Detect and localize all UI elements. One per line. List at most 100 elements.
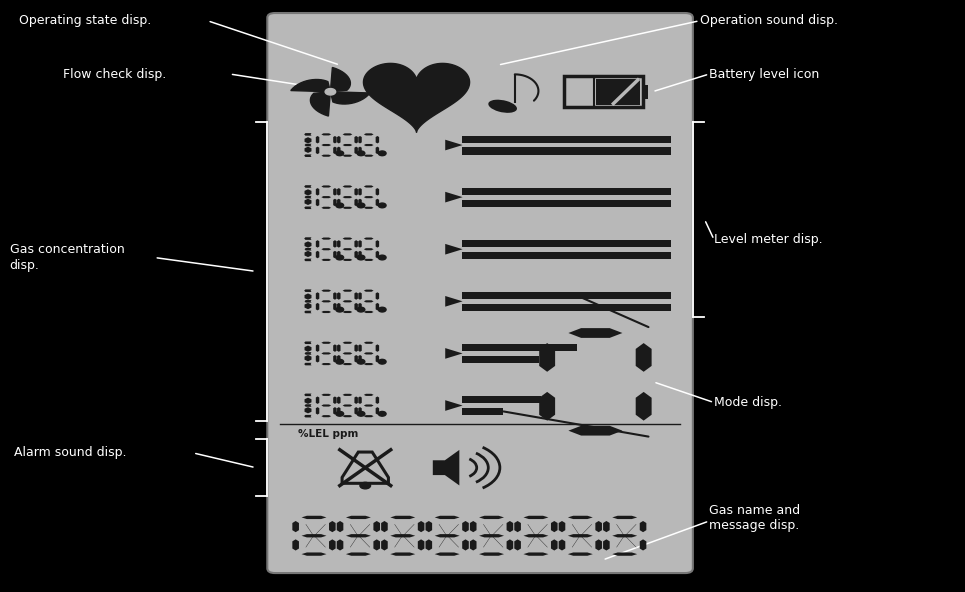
Polygon shape [358,345,362,352]
Polygon shape [337,521,344,532]
Polygon shape [337,188,341,195]
Polygon shape [434,516,459,519]
Polygon shape [343,415,352,417]
Bar [461,356,539,363]
Polygon shape [375,240,379,247]
Polygon shape [316,136,319,143]
Polygon shape [333,345,337,352]
Polygon shape [337,355,341,362]
Polygon shape [343,311,352,313]
Polygon shape [568,328,622,338]
Polygon shape [321,133,331,136]
Polygon shape [514,521,521,532]
Polygon shape [305,189,312,195]
Polygon shape [567,552,593,556]
Polygon shape [316,303,319,310]
Bar [461,252,671,259]
Polygon shape [514,539,521,551]
Polygon shape [445,296,462,307]
Polygon shape [316,199,319,206]
Polygon shape [539,343,555,372]
Polygon shape [333,397,337,404]
Circle shape [357,151,365,156]
Polygon shape [343,300,352,303]
Polygon shape [305,199,312,205]
Polygon shape [305,196,312,198]
Polygon shape [523,516,548,519]
Polygon shape [354,303,358,310]
Polygon shape [354,251,358,258]
Polygon shape [364,144,373,146]
Circle shape [378,203,386,208]
Polygon shape [354,199,358,206]
Polygon shape [595,539,602,551]
Circle shape [357,307,365,312]
Text: Operating state disp.: Operating state disp. [19,14,152,27]
Polygon shape [375,188,379,195]
Polygon shape [636,392,651,421]
Polygon shape [354,407,358,414]
Polygon shape [305,251,312,257]
Polygon shape [375,303,379,310]
Polygon shape [305,300,312,303]
Polygon shape [445,192,462,202]
Polygon shape [337,539,344,551]
Polygon shape [462,539,469,551]
Polygon shape [375,147,379,154]
Circle shape [378,359,386,364]
Polygon shape [305,303,312,309]
Circle shape [336,359,344,364]
Polygon shape [462,521,469,532]
Circle shape [336,411,344,416]
Polygon shape [470,539,477,551]
Polygon shape [304,237,312,240]
Polygon shape [316,292,319,300]
Bar [461,304,671,311]
Polygon shape [358,292,362,300]
Polygon shape [354,240,358,247]
Polygon shape [333,147,337,154]
Polygon shape [559,539,565,551]
Polygon shape [292,539,299,551]
Polygon shape [434,552,459,556]
Ellipse shape [488,99,517,113]
Polygon shape [375,407,379,414]
Polygon shape [358,240,362,247]
Polygon shape [301,552,326,556]
Polygon shape [426,539,432,551]
Polygon shape [364,237,373,240]
Polygon shape [432,450,459,485]
Polygon shape [375,136,379,143]
Polygon shape [333,188,337,195]
Polygon shape [640,521,647,532]
Polygon shape [305,242,312,247]
Polygon shape [305,407,312,413]
Polygon shape [390,552,415,556]
Polygon shape [333,303,337,310]
Polygon shape [373,521,380,532]
Polygon shape [364,311,373,313]
Text: %LEL ppm: %LEL ppm [297,429,358,439]
Polygon shape [343,363,352,365]
Polygon shape [343,185,352,188]
Polygon shape [364,394,373,396]
Polygon shape [305,346,312,352]
Polygon shape [329,539,336,551]
Polygon shape [316,345,319,352]
Polygon shape [301,534,326,538]
Polygon shape [301,516,326,519]
Circle shape [336,151,344,156]
Polygon shape [321,237,331,240]
Polygon shape [445,140,462,150]
Polygon shape [636,343,651,372]
Polygon shape [329,521,336,532]
Polygon shape [612,552,637,556]
Polygon shape [364,207,373,209]
Polygon shape [364,196,373,198]
Polygon shape [321,155,331,157]
Polygon shape [321,415,331,417]
Text: Level meter disp.: Level meter disp. [714,233,823,246]
Bar [461,147,671,155]
Polygon shape [364,248,373,250]
Polygon shape [304,415,312,417]
